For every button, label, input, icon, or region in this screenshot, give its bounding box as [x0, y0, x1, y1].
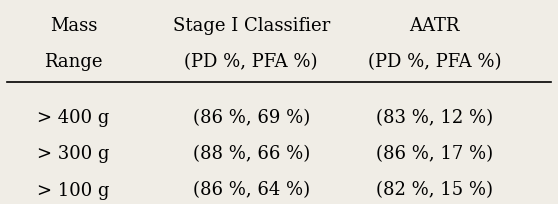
Text: > 400 g: > 400 g — [37, 109, 110, 127]
Text: (82 %, 15 %): (82 %, 15 %) — [376, 182, 493, 200]
Text: (83 %, 12 %): (83 %, 12 %) — [376, 109, 493, 127]
Text: (PD %, PFA %): (PD %, PFA %) — [368, 53, 501, 71]
Text: (86 %, 69 %): (86 %, 69 %) — [193, 109, 310, 127]
Text: (PD %, PFA %): (PD %, PFA %) — [185, 53, 318, 71]
Text: > 100 g: > 100 g — [37, 182, 110, 200]
Text: (86 %, 17 %): (86 %, 17 %) — [376, 145, 493, 163]
Text: Range: Range — [44, 53, 103, 71]
Text: (86 %, 64 %): (86 %, 64 %) — [193, 182, 310, 200]
Text: AATR: AATR — [409, 17, 460, 34]
Text: Stage I Classifier: Stage I Classifier — [172, 17, 330, 34]
Text: (88 %, 66 %): (88 %, 66 %) — [193, 145, 310, 163]
Text: > 300 g: > 300 g — [37, 145, 110, 163]
Text: Mass: Mass — [50, 17, 97, 34]
